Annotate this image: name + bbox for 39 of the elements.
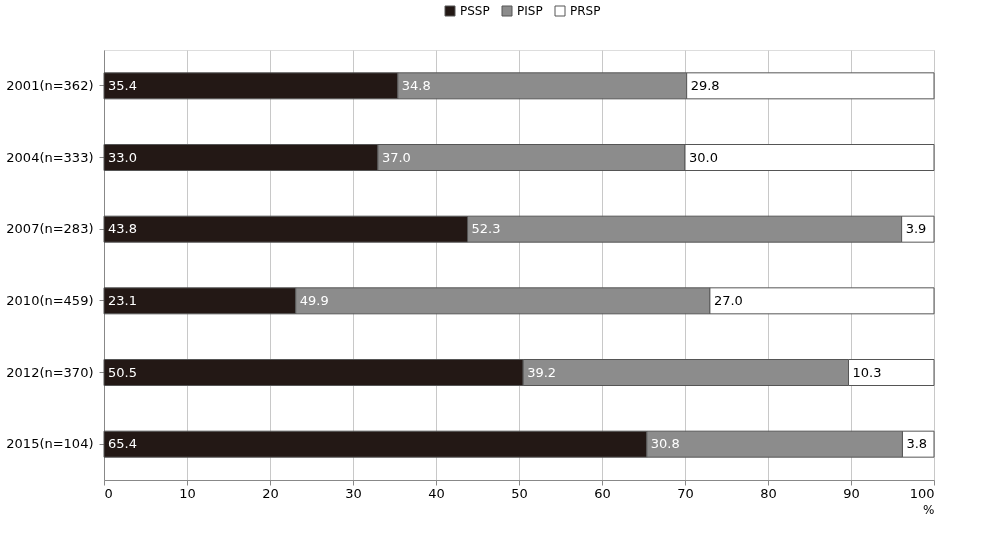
text: 29.8: [690, 77, 720, 93]
y-tick-label: 2004(n=333): [6, 149, 94, 165]
x-tick-label: 20: [262, 485, 279, 501]
text: 33.0: [108, 149, 137, 165]
text: 39.2: [527, 364, 557, 380]
text: 10.3: [852, 364, 882, 380]
y-tick-label: 2010(n=459): [6, 292, 94, 308]
text: 23.1: [108, 292, 137, 308]
text: 34.8: [401, 77, 431, 93]
legend-label: PRSP: [570, 4, 601, 18]
text: 65.4: [108, 436, 137, 452]
text: 37.0: [381, 149, 411, 165]
text: 3.8: [906, 436, 928, 452]
legend-label: PISP: [517, 4, 543, 18]
x-tick-label: 60: [594, 485, 611, 501]
text: 49.9: [299, 292, 329, 308]
y-tick-label: 2012(n=370): [6, 364, 94, 380]
y-tick-label: 2015(n=104): [6, 436, 94, 452]
text: 3.9: [905, 221, 927, 237]
x-tick-label: 100: [909, 485, 935, 501]
x-tick-label: 80: [760, 485, 777, 501]
text: 35.4: [108, 77, 137, 93]
text: 30.8: [650, 436, 680, 452]
text: 52.3: [471, 221, 501, 237]
text: 30.0: [689, 149, 718, 165]
text: 43.8: [108, 221, 137, 237]
x-tick-label: 90: [843, 485, 860, 501]
y-tick-label: 2007(n=283): [6, 221, 94, 237]
x-tick-label: 40: [428, 485, 445, 501]
x-tick-label: 0: [104, 485, 113, 501]
legend-label: PSSP: [460, 4, 490, 18]
y-tick-label: 2001(n=362): [6, 77, 94, 93]
text: 27.0: [713, 292, 743, 308]
x-axis-title: %: [923, 502, 935, 517]
x-tick-label: 50: [511, 485, 528, 501]
text: 50.5: [108, 364, 137, 380]
x-tick-label: 10: [179, 485, 196, 501]
x-tick-label: 70: [677, 485, 694, 501]
x-tick-label: 30: [345, 485, 362, 501]
